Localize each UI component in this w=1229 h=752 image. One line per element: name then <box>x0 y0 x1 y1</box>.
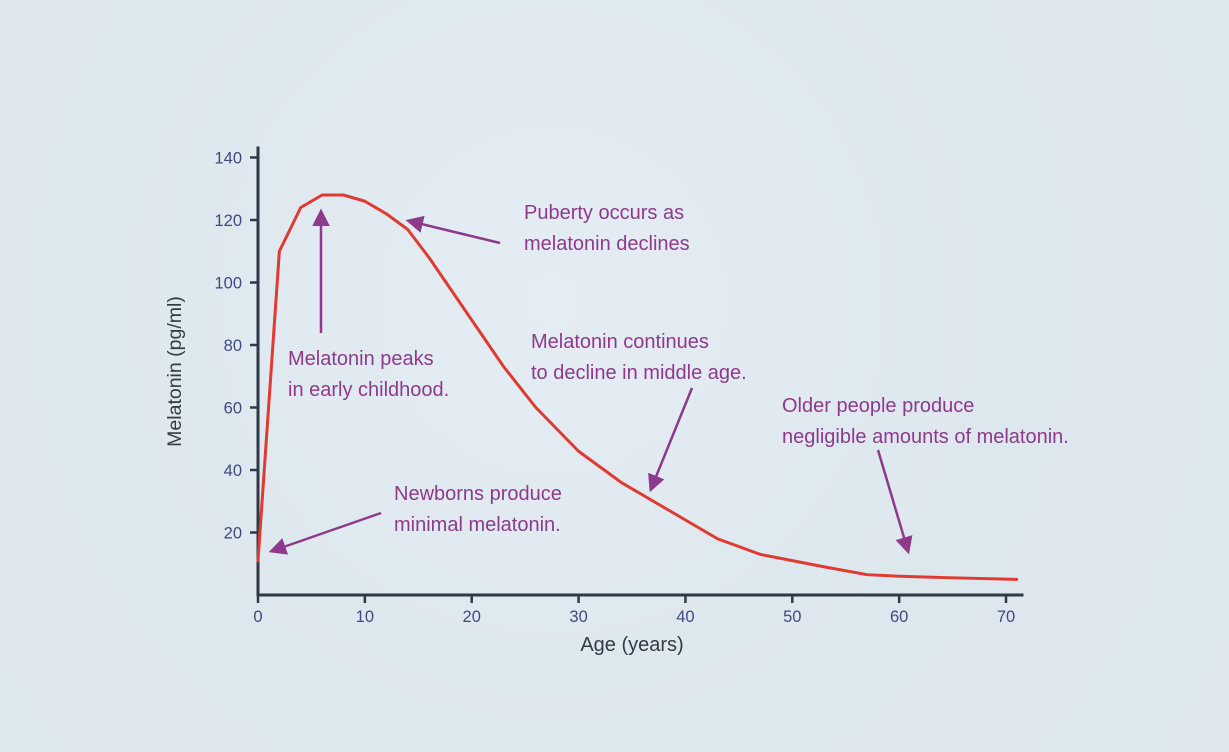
x-tick-label: 10 <box>356 608 374 626</box>
y-tick-label: 20 <box>224 525 242 543</box>
x-tick-label: 20 <box>463 608 481 626</box>
x-tick-label: 30 <box>569 608 587 626</box>
y-tick-label: 80 <box>224 337 242 355</box>
annotation-arrow-newborn <box>268 511 382 555</box>
annotation-newborn: Newborns produce minimal melatonin. <box>394 483 562 536</box>
y-axis-label: Melatonin (pg/ml) <box>164 296 186 447</box>
y-tick-label: 100 <box>214 275 242 293</box>
annotation-arrow-middle-age <box>648 387 694 493</box>
x-tick-label: 60 <box>890 608 908 626</box>
y-tick-label: 140 <box>214 150 242 168</box>
y-tick-label: 60 <box>224 400 242 418</box>
x-axis-label: Age (years) <box>580 634 683 656</box>
annotation-puberty: Puberty occurs as melatonin declines <box>524 202 690 255</box>
annotation-older: Older people produce negligible amounts o… <box>782 395 1069 448</box>
x-tick-label: 70 <box>997 608 1015 626</box>
y-tick-label: 120 <box>214 212 242 230</box>
melatonin-curve <box>256 193 1019 581</box>
annotation-peak: Melatonin peaks in early childhood. <box>288 348 449 401</box>
y-tick-label: 40 <box>224 462 242 480</box>
annotation-middle-age: Melatonin continues to decline in middle … <box>531 331 747 384</box>
annotation-arrow-puberty <box>405 215 501 245</box>
x-tick-label: 50 <box>783 608 801 626</box>
x-tick-label: 0 <box>253 608 262 626</box>
annotation-arrow-older <box>876 449 913 555</box>
x-tick-label: 40 <box>676 608 694 626</box>
